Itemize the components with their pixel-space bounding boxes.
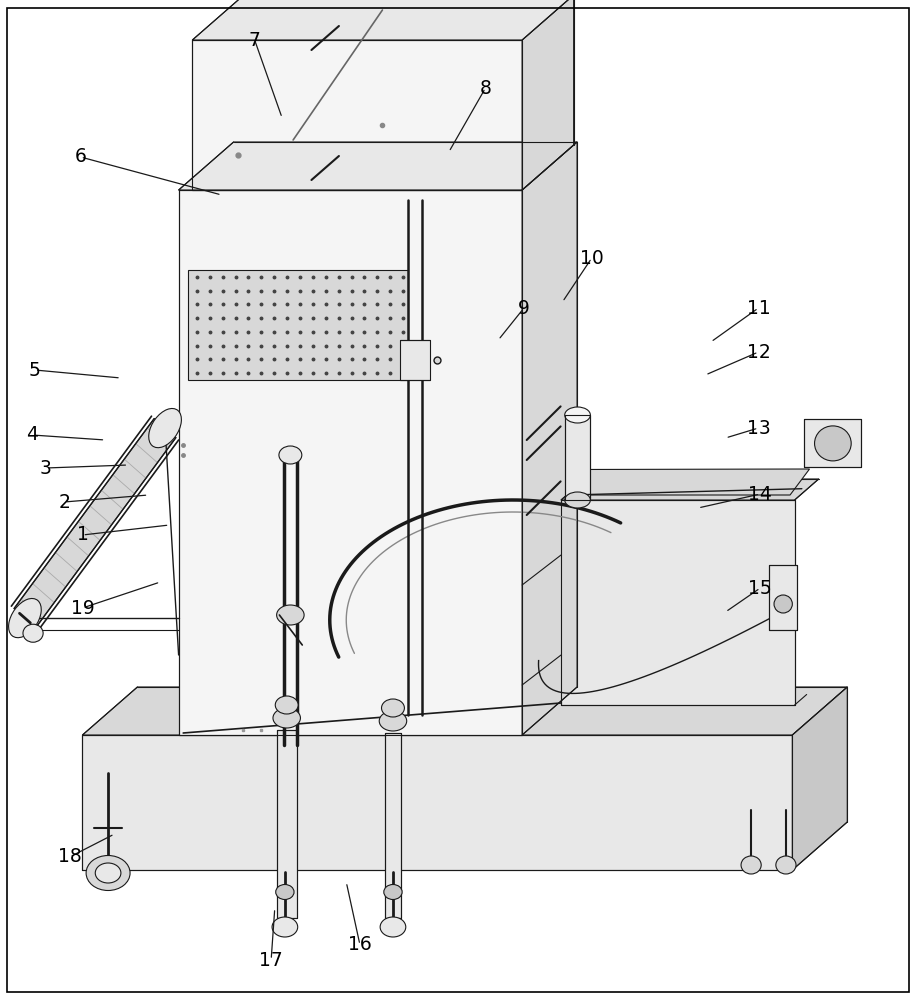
Ellipse shape — [277, 605, 304, 625]
Text: 18: 18 — [58, 848, 82, 866]
Polygon shape — [400, 340, 430, 380]
Ellipse shape — [272, 917, 298, 937]
Text: 6: 6 — [75, 147, 86, 166]
Polygon shape — [804, 419, 861, 467]
Text: 16: 16 — [348, 936, 372, 954]
Ellipse shape — [384, 884, 402, 900]
Polygon shape — [561, 479, 819, 500]
Polygon shape — [14, 419, 176, 628]
Polygon shape — [522, 0, 573, 190]
Polygon shape — [192, 40, 522, 190]
Polygon shape — [561, 500, 794, 705]
Polygon shape — [82, 687, 847, 735]
Text: 12: 12 — [747, 342, 770, 361]
Text: 17: 17 — [259, 950, 283, 970]
Polygon shape — [565, 469, 810, 495]
Text: 10: 10 — [580, 248, 604, 267]
Text: 2: 2 — [59, 492, 70, 512]
Ellipse shape — [276, 696, 299, 714]
Ellipse shape — [278, 446, 301, 464]
Text: 14: 14 — [748, 485, 772, 504]
Polygon shape — [385, 733, 401, 918]
Polygon shape — [82, 735, 792, 870]
Ellipse shape — [95, 863, 121, 883]
Text: 1: 1 — [77, 526, 88, 544]
Polygon shape — [769, 565, 797, 630]
Ellipse shape — [379, 711, 407, 731]
Ellipse shape — [564, 492, 590, 508]
Text: 9: 9 — [518, 298, 529, 318]
Text: 8: 8 — [480, 79, 491, 98]
Polygon shape — [192, 0, 573, 40]
Ellipse shape — [276, 884, 294, 900]
Text: 11: 11 — [747, 298, 770, 318]
Ellipse shape — [148, 408, 181, 448]
Text: 3: 3 — [40, 458, 51, 478]
Polygon shape — [522, 142, 577, 735]
Ellipse shape — [741, 856, 761, 874]
Polygon shape — [277, 730, 297, 918]
Ellipse shape — [814, 426, 851, 461]
Text: 19: 19 — [71, 598, 94, 617]
Text: 7: 7 — [249, 30, 260, 49]
Polygon shape — [792, 687, 847, 870]
Ellipse shape — [774, 595, 792, 613]
Polygon shape — [179, 190, 522, 735]
Ellipse shape — [380, 917, 406, 937]
Text: 13: 13 — [747, 418, 770, 438]
Text: 5: 5 — [29, 360, 40, 379]
Polygon shape — [188, 270, 408, 380]
Ellipse shape — [23, 624, 43, 642]
Ellipse shape — [776, 856, 796, 874]
Ellipse shape — [8, 598, 41, 638]
Ellipse shape — [381, 699, 404, 717]
Ellipse shape — [273, 708, 300, 728]
Polygon shape — [179, 142, 577, 190]
Ellipse shape — [86, 856, 130, 890]
Text: 4: 4 — [26, 426, 38, 444]
Text: 15: 15 — [748, 578, 772, 597]
Polygon shape — [564, 415, 590, 500]
Ellipse shape — [564, 407, 590, 423]
